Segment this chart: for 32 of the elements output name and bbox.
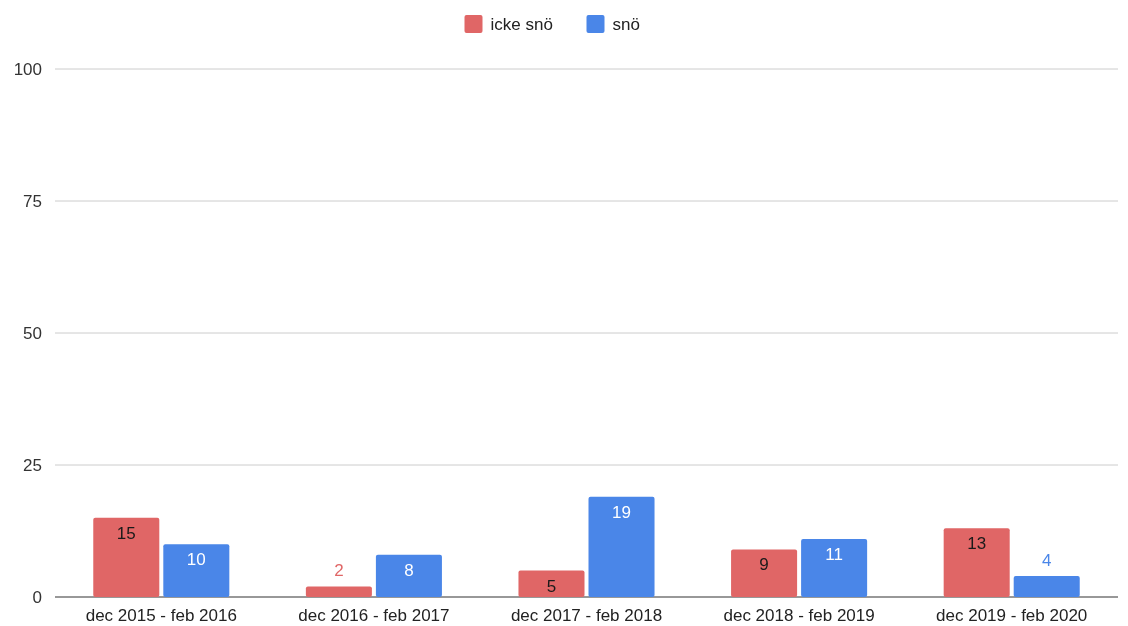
data-label: 19 <box>612 502 631 522</box>
y-tick-label: 50 <box>23 323 42 343</box>
bar <box>731 549 798 597</box>
x-tick-label: dec 2019 - feb 2020 <box>936 606 1088 625</box>
bar <box>93 517 160 597</box>
data-label: 5 <box>546 576 557 596</box>
data-label: 10 <box>186 550 206 570</box>
data-label: 13 <box>967 534 987 554</box>
x-tick-label: dec 2015 - feb 2016 <box>85 606 237 625</box>
bar <box>801 538 868 597</box>
data-label: 4 <box>1041 550 1052 570</box>
data-label: 15 <box>116 523 136 543</box>
bar <box>943 528 1010 597</box>
bar <box>163 544 230 597</box>
data-label: 8 <box>404 560 414 580</box>
data-label: 2 <box>334 561 344 581</box>
y-tick-label: 25 <box>23 455 42 475</box>
y-tick-label: 0 <box>32 587 42 607</box>
legend-label: icke snö <box>490 14 553 34</box>
y-tick-label: 75 <box>23 191 42 211</box>
bar <box>518 570 585 597</box>
x-tick-label: dec 2017 - feb 2018 <box>510 606 663 625</box>
legend-label: snö <box>612 14 640 34</box>
bar <box>305 586 372 597</box>
data-label: 9 <box>759 555 769 575</box>
bar <box>1013 575 1080 597</box>
bar <box>375 554 442 597</box>
x-tick-label: dec 2018 - feb 2019 <box>723 606 875 625</box>
bar <box>588 496 655 597</box>
x-tick-label: dec 2016 - feb 2017 <box>298 606 450 625</box>
y-tick-label: 100 <box>13 59 42 79</box>
data-label: 11 <box>825 544 843 564</box>
